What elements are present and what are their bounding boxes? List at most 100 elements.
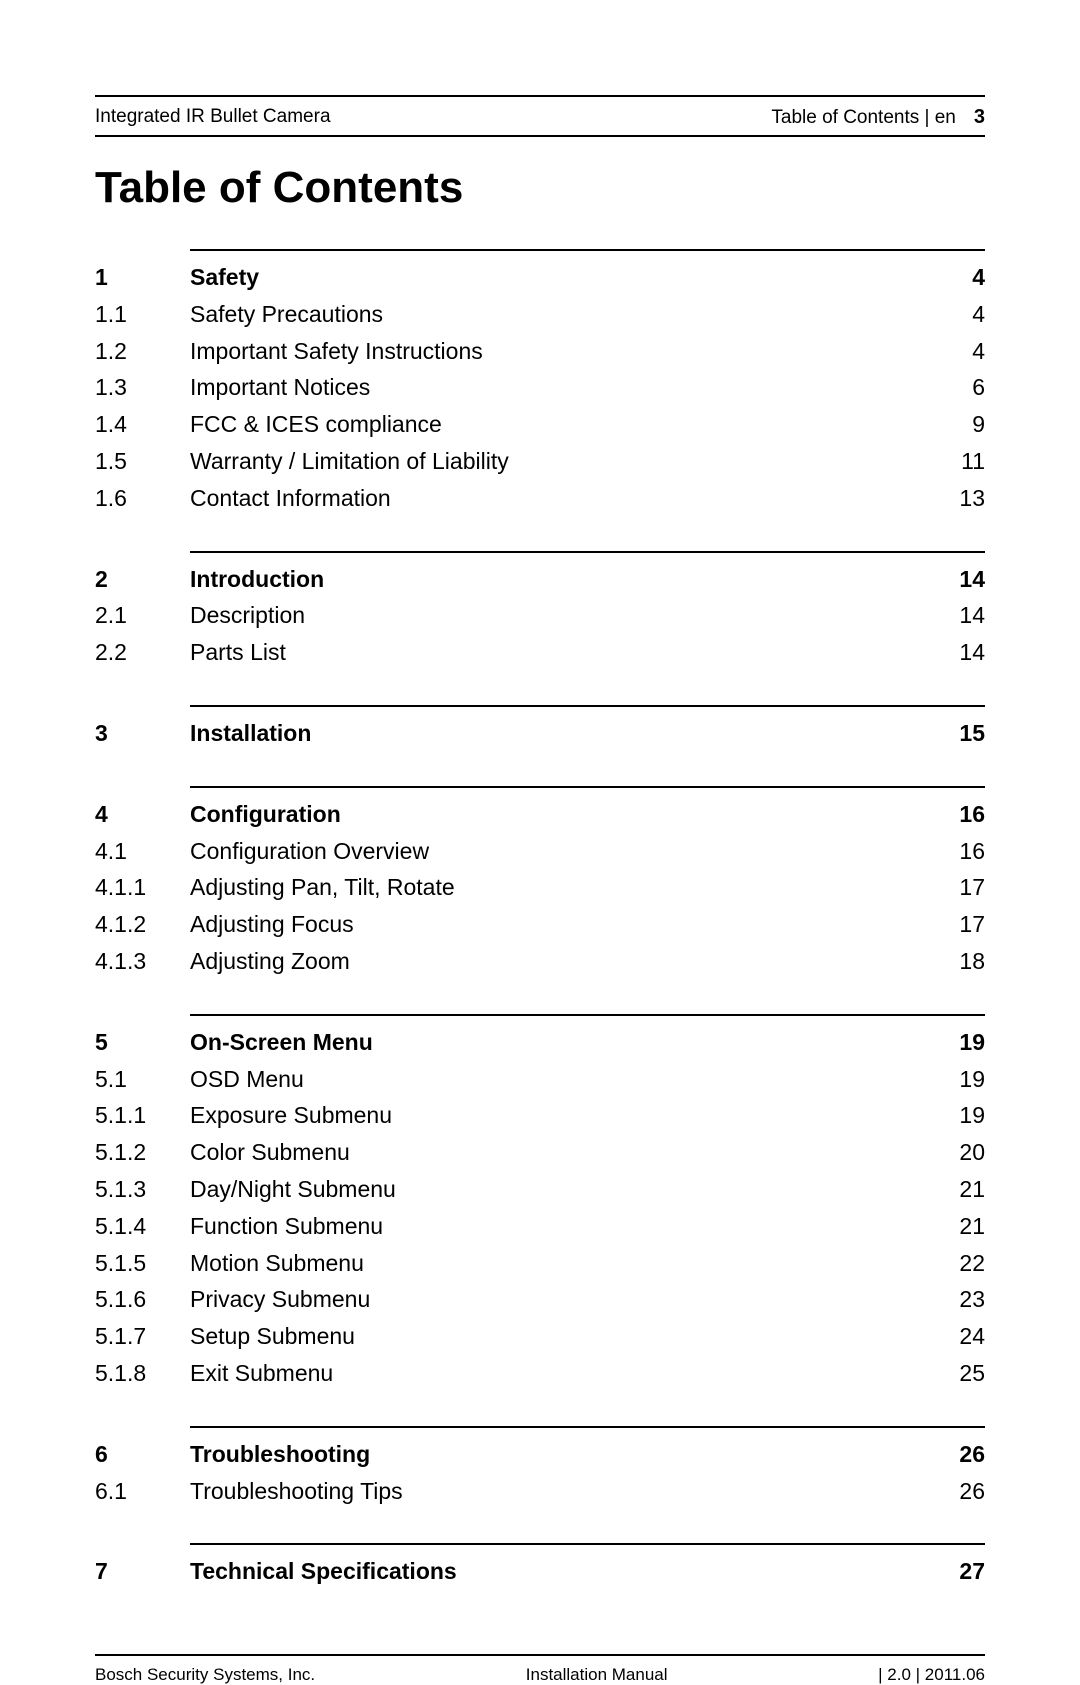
toc-entry-number: 5.1.2 xyxy=(95,1134,190,1171)
toc-entry-number: 6 xyxy=(95,1436,190,1473)
toc-section-rule xyxy=(190,1426,985,1430)
toc-entry-page: 19 xyxy=(925,1097,985,1134)
toc-entry-label: Safety xyxy=(190,259,925,296)
toc-entry-page: 14 xyxy=(925,634,985,671)
toc-entry-page: 16 xyxy=(925,796,985,833)
toc-entry[interactable]: 2.2Parts List14 xyxy=(95,634,985,671)
toc-entry-number: 2 xyxy=(95,561,190,598)
header-left: Integrated IR Bullet Camera xyxy=(95,106,331,129)
toc-entry[interactable]: 6.1Troubleshooting Tips26 xyxy=(95,1473,985,1510)
toc-entry-number: 5.1.6 xyxy=(95,1281,190,1318)
toc-entry[interactable]: 4.1.3Adjusting Zoom18 xyxy=(95,943,985,980)
toc-entry-page: 11 xyxy=(925,443,985,480)
toc-entry[interactable]: 6Troubleshooting26 xyxy=(95,1436,985,1473)
toc-entry-label: Installation xyxy=(190,715,925,752)
toc-entry[interactable]: 4.1.2Adjusting Focus17 xyxy=(95,906,985,943)
toc-entry-label: Privacy Submenu xyxy=(190,1281,925,1318)
footer-row: Bosch Security Systems, Inc. Installatio… xyxy=(95,1661,985,1685)
toc-entry[interactable]: 1Safety4 xyxy=(95,259,985,296)
toc-entry-page: 19 xyxy=(925,1024,985,1061)
toc-section: 3Installation15 xyxy=(95,705,985,752)
toc-entry[interactable]: 5.1.8Exit Submenu25 xyxy=(95,1355,985,1392)
toc-entry[interactable]: 2.1Description14 xyxy=(95,597,985,634)
toc-entry-number: 4.1.1 xyxy=(95,869,190,906)
toc-entry-label: Color Submenu xyxy=(190,1134,925,1171)
toc-entry-page: 21 xyxy=(925,1208,985,1245)
header-section-label: Table of Contents | en xyxy=(771,107,956,129)
toc-section: 2Introduction142.1Description142.2Parts … xyxy=(95,551,985,671)
toc-entry-label: Adjusting Zoom xyxy=(190,943,925,980)
toc-entry-page: 23 xyxy=(925,1281,985,1318)
toc-entry[interactable]: 5.1.2Color Submenu20 xyxy=(95,1134,985,1171)
toc-container: 1Safety41.1Safety Precautions41.2Importa… xyxy=(95,249,985,1624)
toc-entry-label: Important Notices xyxy=(190,369,925,406)
toc-entry-number: 4 xyxy=(95,796,190,833)
toc-entry-page: 19 xyxy=(925,1061,985,1098)
toc-entry-number: 1.3 xyxy=(95,369,190,406)
toc-entry[interactable]: 4.1.1Adjusting Pan, Tilt, Rotate17 xyxy=(95,869,985,906)
toc-entry[interactable]: 1.5Warranty / Limitation of Liability11 xyxy=(95,443,985,480)
toc-entry[interactable]: 5.1.6Privacy Submenu23 xyxy=(95,1281,985,1318)
toc-entry[interactable]: 3Installation15 xyxy=(95,715,985,752)
toc-entry-label: Troubleshooting Tips xyxy=(190,1473,925,1510)
toc-entry-label: Exposure Submenu xyxy=(190,1097,925,1134)
toc-entry-number: 1.2 xyxy=(95,333,190,370)
toc-entry-page: 6 xyxy=(925,369,985,406)
toc-entry-label: Introduction xyxy=(190,561,925,598)
toc-entry-page: 14 xyxy=(925,597,985,634)
toc-entry[interactable]: 1.1Safety Precautions4 xyxy=(95,296,985,333)
toc-entry[interactable]: 5.1.3Day/Night Submenu21 xyxy=(95,1171,985,1208)
toc-entry[interactable]: 5.1.7Setup Submenu24 xyxy=(95,1318,985,1355)
toc-entry-page: 9 xyxy=(925,406,985,443)
toc-entry[interactable]: 1.4FCC & ICES compliance9 xyxy=(95,406,985,443)
toc-entry[interactable]: 5.1OSD Menu19 xyxy=(95,1061,985,1098)
toc-entry-page: 4 xyxy=(925,296,985,333)
toc-entry-page: 24 xyxy=(925,1318,985,1355)
toc-entry-page: 27 xyxy=(925,1553,985,1590)
toc-entry[interactable]: 1.3Important Notices6 xyxy=(95,369,985,406)
toc-entry[interactable]: 4.1Configuration Overview16 xyxy=(95,833,985,870)
footer-center: Installation Manual xyxy=(526,1665,668,1685)
footer-left: Bosch Security Systems, Inc. xyxy=(95,1665,315,1685)
toc-entry[interactable]: 1.6Contact Information13 xyxy=(95,480,985,517)
toc-entry[interactable]: 4Configuration16 xyxy=(95,796,985,833)
toc-entry-number: 5.1.5 xyxy=(95,1245,190,1282)
toc-entry-label: Description xyxy=(190,597,925,634)
toc-entry[interactable]: 5.1.1Exposure Submenu19 xyxy=(95,1097,985,1134)
toc-section-rule xyxy=(190,786,985,790)
toc-entry[interactable]: 5On-Screen Menu19 xyxy=(95,1024,985,1061)
toc-entry[interactable]: 1.2Important Safety Instructions4 xyxy=(95,333,985,370)
toc-entry-number: 5 xyxy=(95,1024,190,1061)
toc-title: Table of Contents xyxy=(95,163,985,213)
toc-entry-number: 1.6 xyxy=(95,480,190,517)
toc-entry-label: Technical Specifications xyxy=(190,1553,925,1590)
toc-section: 6Troubleshooting266.1Troubleshooting Tip… xyxy=(95,1426,985,1510)
toc-entry-label: Day/Night Submenu xyxy=(190,1171,925,1208)
toc-entry-number: 1.1 xyxy=(95,296,190,333)
footer-rule-top xyxy=(95,1654,985,1658)
toc-entry-label: Warranty / Limitation of Liability xyxy=(190,443,925,480)
toc-entry-page: 26 xyxy=(925,1436,985,1473)
toc-entry[interactable]: 7Technical Specifications27 xyxy=(95,1553,985,1590)
toc-entry-page: 17 xyxy=(925,906,985,943)
header-right: Table of Contents | en 3 xyxy=(771,106,985,129)
toc-entry-label: On-Screen Menu xyxy=(190,1024,925,1061)
toc-entry-number: 5.1 xyxy=(95,1061,190,1098)
toc-entry-number: 1 xyxy=(95,259,190,296)
toc-entry-label: FCC & ICES compliance xyxy=(190,406,925,443)
toc-section: 4Configuration164.1Configuration Overvie… xyxy=(95,786,985,980)
toc-section-rule xyxy=(190,705,985,709)
toc-entry[interactable]: 2Introduction14 xyxy=(95,561,985,598)
toc-section-rule xyxy=(190,1543,985,1547)
toc-section-rule xyxy=(190,1014,985,1018)
header-rule-top xyxy=(95,95,985,99)
toc-entry-page: 21 xyxy=(925,1171,985,1208)
toc-entry-label: Contact Information xyxy=(190,480,925,517)
toc-entry-number: 1.5 xyxy=(95,443,190,480)
toc-entry-label: Parts List xyxy=(190,634,925,671)
toc-entry-page: 4 xyxy=(925,333,985,370)
toc-entry[interactable]: 5.1.5Motion Submenu22 xyxy=(95,1245,985,1282)
toc-entry[interactable]: 5.1.4Function Submenu21 xyxy=(95,1208,985,1245)
toc-entry-page: 18 xyxy=(925,943,985,980)
toc-entry-number: 3 xyxy=(95,715,190,752)
